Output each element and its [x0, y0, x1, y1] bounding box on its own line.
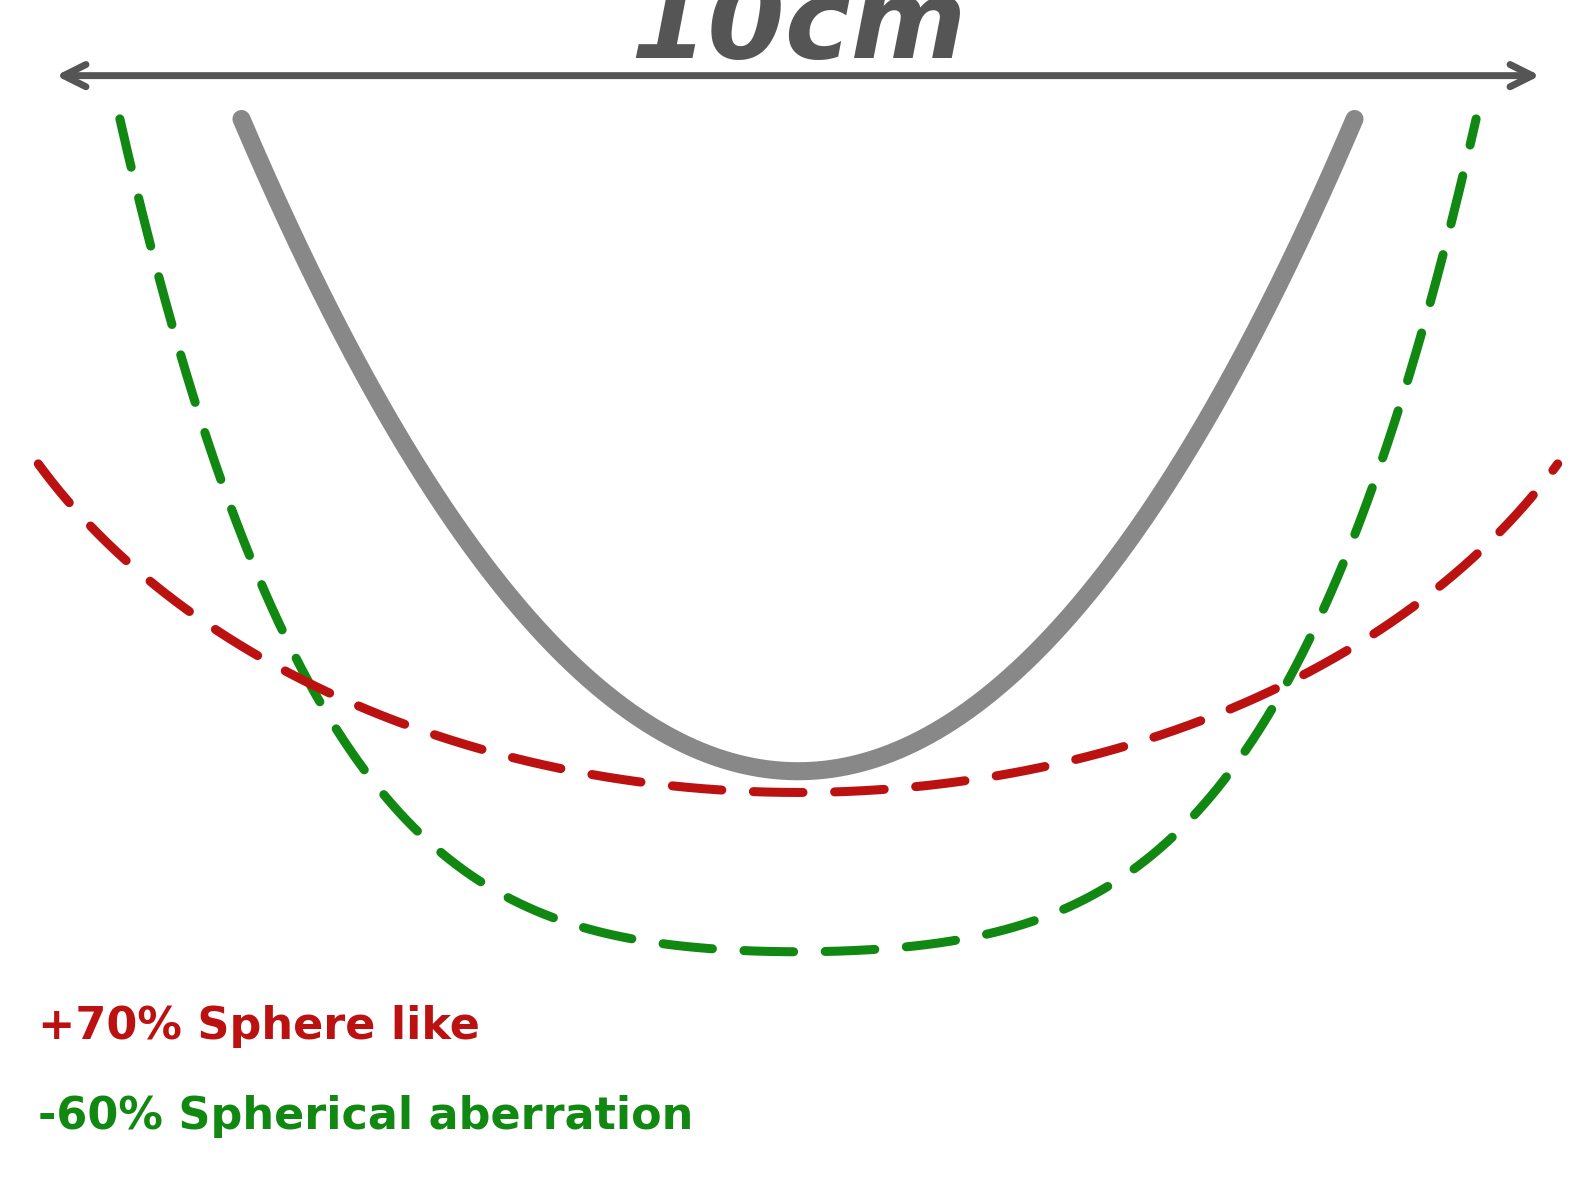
Text: -60% Spherical aberration: -60% Spherical aberration: [38, 1095, 694, 1138]
Text: +70% Sphere like: +70% Sphere like: [38, 1005, 480, 1048]
Text: 10cm: 10cm: [630, 0, 966, 81]
